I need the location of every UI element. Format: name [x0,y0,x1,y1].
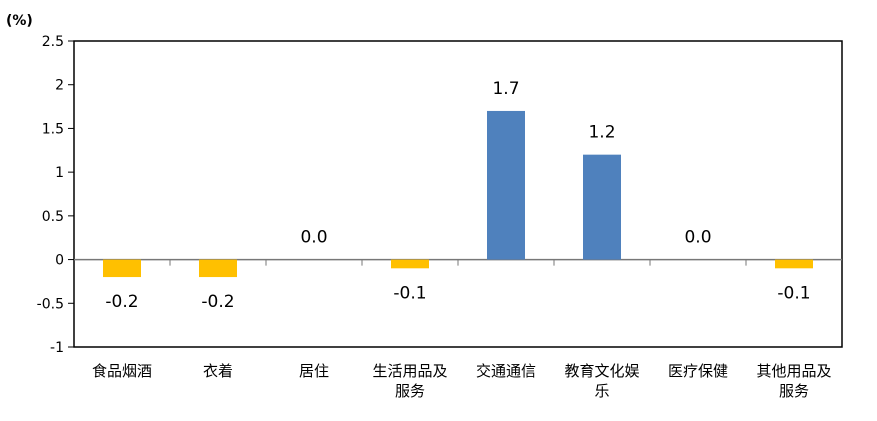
data-label: -0.2 [105,292,138,312]
data-labels: -0.2 -0.2 0.0 -0.1 1.7 1.2 0.0 -0.1 [105,79,810,312]
y-axis: 2.5 2 1.5 1 0.5 0 -0.5 -1 [37,34,74,356]
y-tick-label: -0.5 [37,296,64,312]
category-label: 服务 [395,382,425,400]
y-tick-label: 2.5 [42,34,64,50]
category-label: 其他用品及 [756,362,831,380]
data-label: 1.2 [588,123,615,143]
category-label: 食品烟酒 [92,362,152,380]
data-label: -0.1 [393,283,426,303]
y-tick-label: 0.5 [42,209,64,225]
category-label: 服务 [779,382,809,400]
data-label: 0.0 [684,228,711,248]
y-tick-label: 0 [55,253,64,269]
category-label: 生活用品及 [372,362,447,380]
category-label: 交通通信 [476,362,536,380]
y-tick-label: 2 [55,78,64,94]
plot-frame [73,40,843,348]
bar [583,154,621,260]
data-label: 1.7 [492,79,519,99]
bar [487,110,525,260]
category-label: 医疗保健 [668,362,728,380]
category-label: 衣着 [203,362,233,380]
category-label: 乐 [594,382,609,400]
category-label: 教育文化娱 [564,362,639,380]
bar [775,259,813,269]
data-label: -0.1 [777,283,810,303]
y-tick-label: 1 [55,165,64,181]
y-unit-label: (%) [6,13,33,29]
data-label: 0.0 [300,228,327,248]
y-tick-label: 1.5 [42,121,64,137]
category-label: 居住 [299,362,329,380]
y-tick-label: -1 [50,340,64,356]
bars [103,110,813,278]
bar [103,259,141,278]
bar [199,259,237,278]
data-label: -0.2 [201,292,234,312]
bar [391,259,429,269]
